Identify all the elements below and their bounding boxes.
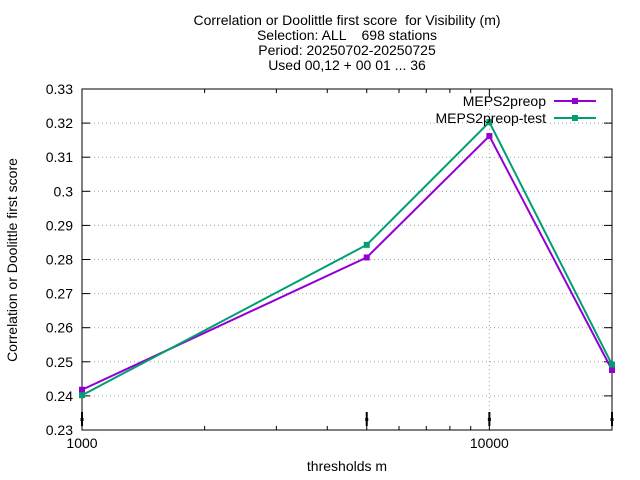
x-point-marker-dot — [487, 418, 491, 421]
y-tick-label: 0.23 — [46, 422, 73, 438]
chart-title-line-2: Selection: ALL 698 stations — [256, 27, 438, 43]
y-tick-label: 0.33 — [46, 81, 73, 97]
x-tick-label: 1000 — [66, 435, 97, 451]
series-point-1 — [486, 119, 493, 126]
series-point-0 — [363, 254, 370, 261]
legend-marker-1 — [572, 115, 578, 121]
x-point-marker-dot — [365, 418, 369, 421]
y-tick-label: 0.25 — [46, 354, 73, 370]
legend-marker-0 — [572, 98, 578, 104]
y-axis-label: Correlation or Doolittle first score — [4, 158, 20, 362]
chart-title-line-3: Period: 20250702-20250725 — [258, 42, 436, 58]
y-tick-label: 0.32 — [46, 115, 73, 131]
x-tick-label: 10000 — [470, 435, 509, 451]
series-point-1 — [363, 241, 370, 248]
legend-label-1: MEPS2preop-test — [436, 110, 547, 126]
series-point-1 — [79, 392, 85, 399]
series-point-0 — [609, 366, 615, 373]
y-tick-label: 0.24 — [46, 388, 73, 404]
chart-title-line-1: Correlation or Doolittle first score for… — [193, 12, 501, 28]
legend-label-0: MEPS2preop — [463, 93, 546, 109]
series-line-1 — [81, 120, 613, 397]
series-point-0 — [486, 133, 493, 140]
y-tick-label: 0.29 — [46, 217, 73, 233]
y-tick-label: 0.26 — [46, 320, 73, 336]
y-tick-label: 0.3 — [54, 183, 74, 199]
x-axis-label: thresholds m — [306, 458, 388, 474]
y-tick-label: 0.31 — [46, 149, 73, 165]
chart-title-line-4: Used 00,12 + 00 01 ... 36 — [268, 57, 426, 73]
plot-border — [81, 88, 613, 431]
series-line-0 — [81, 134, 613, 391]
series-point-0 — [79, 386, 85, 393]
series-point-1 — [609, 361, 615, 368]
y-tick-label: 0.27 — [46, 286, 73, 302]
y-tick-label: 0.28 — [46, 252, 73, 268]
